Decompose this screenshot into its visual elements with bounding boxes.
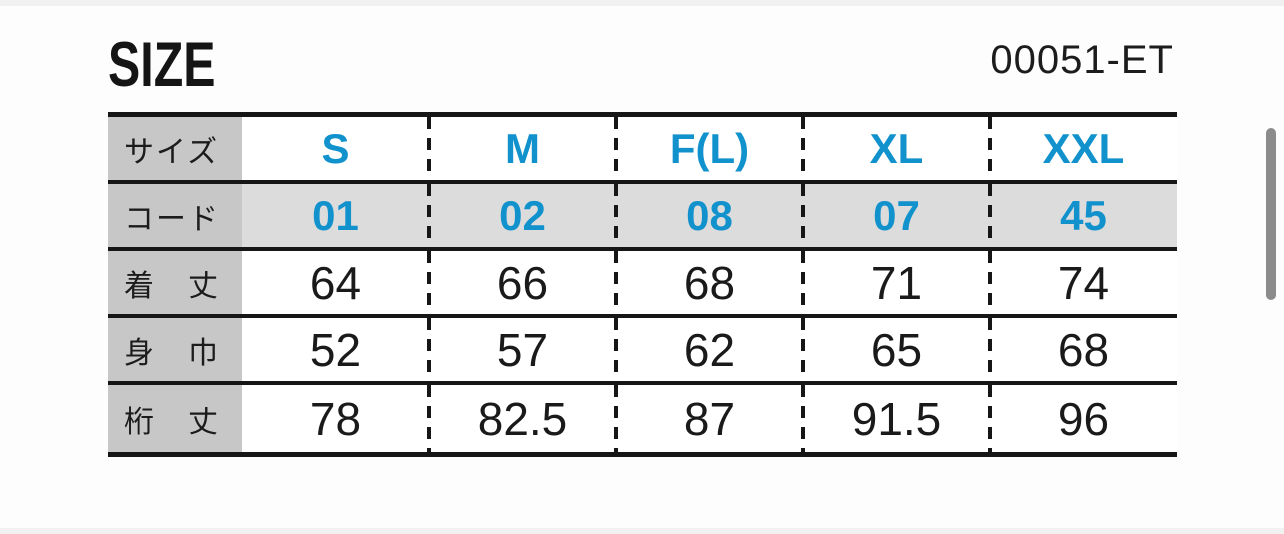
size-row: サイズ S M F(L) XL XXL <box>108 117 1177 184</box>
sleeve-length-fl: 87 <box>614 385 803 452</box>
body-length-xl: 71 <box>801 251 990 314</box>
sleeve-length-m: 82.5 <box>427 385 616 452</box>
sleeve-length-label: 桁 丈 <box>108 385 242 452</box>
body-length-row: 着 丈 64 66 68 71 74 <box>108 251 1177 318</box>
code-row-label: コード <box>108 184 242 247</box>
vertical-scrollbar-thumb[interactable] <box>1266 128 1276 300</box>
size-row-label: サイズ <box>108 117 242 180</box>
size-cell-xl: XL <box>801 117 990 180</box>
body-length-s: 64 <box>242 251 429 314</box>
size-cell-xxl: XXL <box>988 117 1177 180</box>
code-cell-m: 02 <box>427 184 616 247</box>
sleeve-length-xxl: 96 <box>988 385 1177 452</box>
size-cell-s: S <box>242 117 429 180</box>
body-width-xxl: 68 <box>988 318 1177 381</box>
code-cell-fl: 08 <box>614 184 803 247</box>
body-width-s: 52 <box>242 318 429 381</box>
size-cell-fl: F(L) <box>614 117 803 180</box>
body-width-fl: 62 <box>614 318 803 381</box>
body-length-xxl: 74 <box>988 251 1177 314</box>
body-width-row: 身 巾 52 57 62 65 68 <box>108 318 1177 385</box>
code-row: コード 01 02 08 07 45 <box>108 184 1177 251</box>
body-width-xl: 65 <box>801 318 990 381</box>
page-title: SIZE <box>108 29 216 101</box>
code-cell-xxl: 45 <box>988 184 1177 247</box>
product-code: 00051-ET <box>990 38 1174 82</box>
bottom-edge-strip <box>0 528 1284 534</box>
body-width-label: 身 巾 <box>108 318 242 381</box>
body-length-label: 着 丈 <box>108 251 242 314</box>
size-spec-table: サイズ S M F(L) XL XXL コード 01 02 08 07 45 着… <box>108 112 1177 457</box>
sleeve-length-xl: 91.5 <box>801 385 990 452</box>
code-cell-xl: 07 <box>801 184 990 247</box>
top-edge-strip <box>0 0 1284 6</box>
sleeve-length-s: 78 <box>242 385 429 452</box>
sleeve-length-row: 桁 丈 78 82.5 87 91.5 96 <box>108 385 1177 452</box>
body-length-fl: 68 <box>614 251 803 314</box>
code-cell-s: 01 <box>242 184 429 247</box>
body-length-m: 66 <box>427 251 616 314</box>
size-cell-m: M <box>427 117 616 180</box>
body-width-m: 57 <box>427 318 616 381</box>
